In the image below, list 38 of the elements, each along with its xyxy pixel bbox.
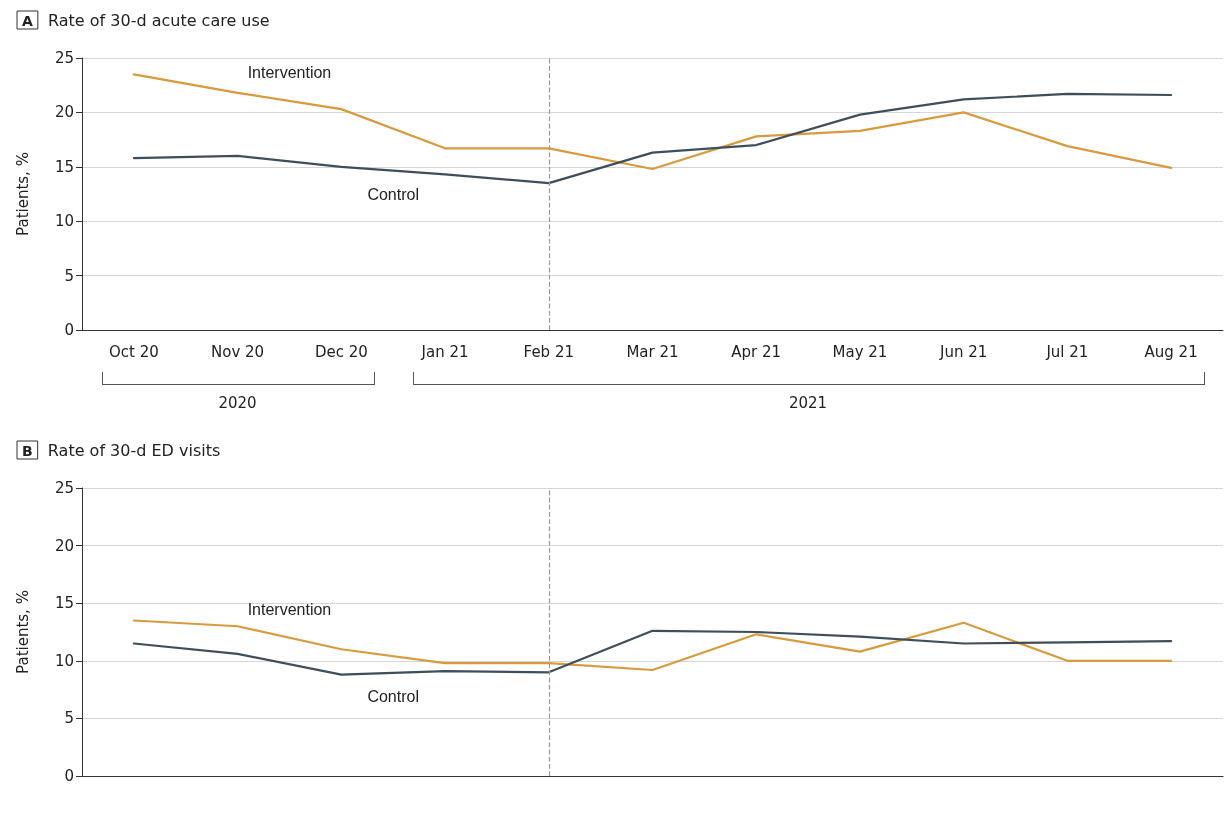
- y-tick-label: 25: [54, 49, 74, 67]
- line-series: [132, 92, 1173, 185]
- line-series: [132, 629, 1173, 676]
- text: B: [22, 443, 33, 459]
- y-tick-label: 0: [64, 767, 74, 785]
- x-tick-label: Nov 20: [211, 342, 265, 361]
- y-tick-label: 10: [54, 212, 74, 231]
- y-tick-label: 5: [64, 709, 74, 728]
- x-tick-label: Dec 20: [314, 342, 368, 361]
- x-tick-label: Aug 21: [1144, 342, 1198, 361]
- y-tick-label: 20: [54, 536, 74, 555]
- y-axis-title: Patients, %: [13, 152, 32, 236]
- y-tick-label: 20: [54, 103, 74, 122]
- series-label: Intervention: [247, 64, 332, 82]
- x-tick-label: Jun 21: [939, 342, 988, 361]
- text: 2020: [218, 394, 257, 412]
- y-tick-label: 15: [54, 157, 74, 176]
- series-label: Control: [367, 688, 419, 706]
- x-tick-label: Jan 21: [420, 342, 469, 361]
- y-tick-label: 5: [64, 266, 74, 285]
- line-series: [132, 619, 1173, 672]
- x-tick-label: Jul 21: [1045, 342, 1089, 361]
- y-tick-label: 0: [64, 321, 74, 339]
- y-tick-label: 15: [54, 594, 74, 613]
- text: A: [22, 13, 33, 29]
- y-axis-title: Patients, %: [13, 590, 32, 674]
- series-label: Control: [367, 186, 419, 204]
- x-tick-label: Apr 21: [731, 342, 782, 361]
- x-tick-label: Oct 20: [108, 342, 159, 361]
- series-label: Intervention: [247, 601, 332, 619]
- chart-title: Rate of 30-d ED visits: [37, 440, 221, 460]
- x-tick-label: May 21: [832, 342, 888, 361]
- text: 2021: [788, 394, 828, 412]
- x-tick-label: Feb 21: [523, 342, 574, 361]
- y-tick-label: 10: [54, 651, 74, 670]
- x-tick-label: Mar 21: [626, 342, 679, 361]
- y-tick-label: 25: [54, 479, 74, 497]
- chart-title: Rate of 30-d acute care use: [37, 10, 270, 30]
